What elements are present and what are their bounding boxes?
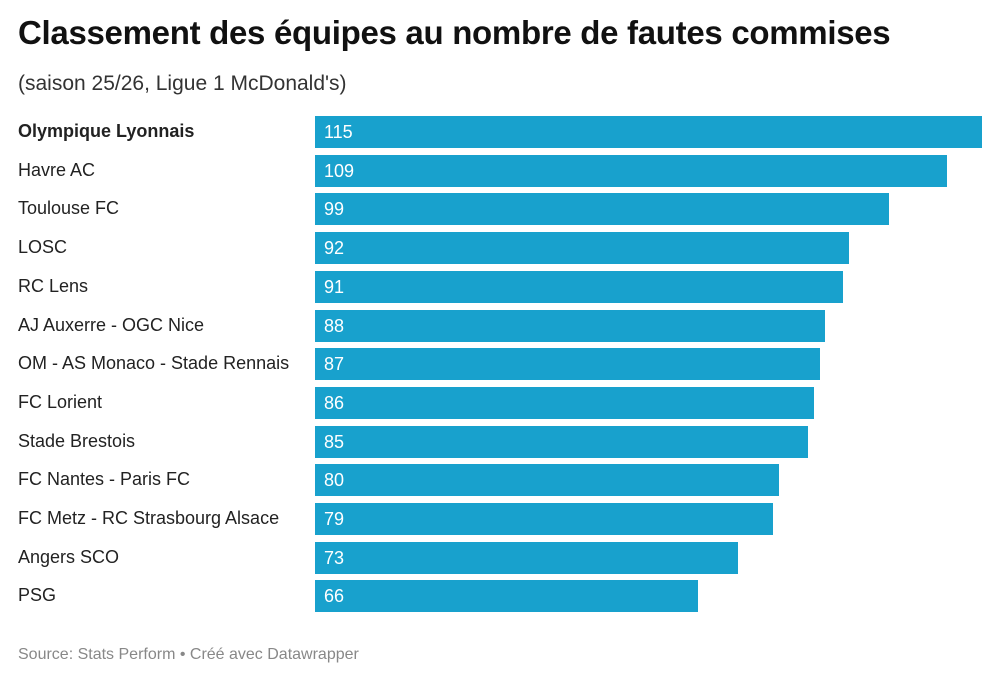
category-label: PSG (18, 585, 57, 606)
bar-row: Angers SCO 73 (0, 541, 1000, 574)
bar-row: FC Metz - RC Strasbourg Alsace 79 (0, 503, 1000, 535)
value-label: 73 (324, 547, 345, 568)
bar-row: AJ Auxerre - OGC Nice 88 (0, 309, 1000, 342)
value-label: 85 (324, 431, 345, 452)
value-label: 86 (324, 392, 345, 413)
category-label: Stade Brestois (18, 430, 136, 451)
bar-row: RC Lens 91 (0, 270, 1000, 303)
value-label: 99 (324, 199, 345, 220)
category-label: RC Lens (18, 275, 89, 296)
category-label: FC Metz - RC Strasbourg Alsace (18, 508, 280, 528)
category-label: Toulouse FC (18, 198, 120, 219)
bar: 80 (315, 464, 779, 497)
bar-row: Olympique Lyonnais 115 (0, 116, 1000, 148)
category-label: FC Lorient (18, 391, 103, 412)
bar: 109 (315, 154, 948, 187)
bar-row: Havre AC 109 (0, 154, 1000, 187)
bar: 85 (315, 425, 808, 458)
chart-title: Classement des équipes au nombre de faut… (18, 14, 891, 51)
value-label: 92 (324, 238, 345, 259)
bar-row: FC Lorient 86 (0, 386, 1000, 419)
value-label: 79 (324, 509, 345, 529)
bar-row: LOSC 92 (0, 232, 1000, 265)
bar: 91 (315, 270, 843, 303)
bar: 88 (315, 309, 826, 342)
category-label: AJ Auxerre - OGC Nice (18, 314, 205, 335)
value-label: 115 (324, 122, 353, 142)
bar: 79 (315, 503, 774, 535)
bar-row: PSG 66 (0, 580, 1000, 613)
category-label: Havre AC (18, 159, 96, 180)
category-label: Angers SCO (18, 546, 120, 567)
bar: 87 (315, 348, 820, 381)
footer-source: Source: Stats Perform • Créé avec Datawr… (18, 646, 359, 663)
chart-subtitle: (saison 25/26, Ligue 1 McDonald's) (18, 72, 347, 95)
bar: 92 (315, 232, 849, 265)
bar: 73 (315, 541, 739, 574)
value-label: 88 (324, 315, 345, 336)
category-label: FC Nantes - Paris FC (18, 469, 191, 490)
value-label: 91 (324, 276, 345, 297)
bar: 99 (315, 193, 890, 226)
bar: 66 (315, 580, 698, 613)
value-label: 66 (324, 586, 345, 607)
category-label: LOSC (18, 237, 68, 258)
value-label: 109 (324, 160, 355, 181)
bar-row: Stade Brestois 85 (0, 425, 1000, 458)
bar: 86 (315, 386, 814, 419)
bar-row: Toulouse FC 99 (0, 193, 1000, 226)
bar-row: FC Nantes - Paris FC 80 (0, 464, 1000, 497)
value-label: 87 (324, 354, 345, 375)
value-label: 80 (324, 470, 345, 491)
category-label: OM - AS Monaco - Stade Rennais (18, 353, 290, 374)
category-label: Olympique Lyonnais (18, 121, 195, 141)
bar: 115 (315, 116, 982, 148)
bar-row: OM - AS Monaco - Stade Rennais 87 (0, 348, 1000, 381)
